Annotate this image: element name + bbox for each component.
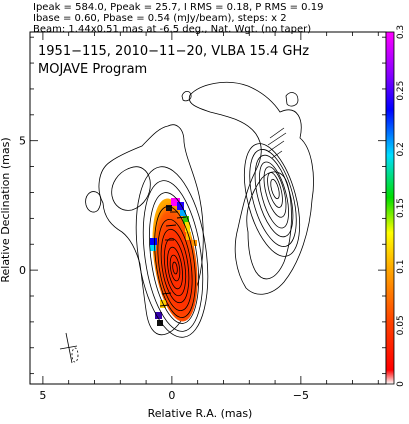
outer-contour-nw bbox=[188, 81, 314, 295]
colorbar-tick-label: 0 bbox=[396, 381, 406, 387]
header-line-3: Beam: 1.44x0.51 mas at -6.5 deg., Nat. W… bbox=[33, 24, 311, 35]
outer-contour-3 bbox=[85, 191, 102, 213]
colorbar-tick-label: 0.25 bbox=[396, 81, 406, 101]
header-line-1: Ipeak = 584.0, Ppeak = 25.7, I RMS = 0.1… bbox=[33, 2, 323, 13]
small-contour-nw-2 bbox=[181, 90, 192, 102]
y-tick-label: 5 bbox=[19, 135, 26, 148]
x-tick-label: 5 bbox=[39, 389, 46, 402]
colorbar-tick-label: 0.2 bbox=[396, 142, 406, 156]
y-axis-label: Relative Declination (mas) bbox=[0, 137, 12, 282]
x-tick-label: 0 bbox=[168, 389, 175, 402]
x-tick-label: −5 bbox=[293, 389, 309, 402]
core-polarization-ticks bbox=[159, 211, 187, 307]
small-contour-nw-1 bbox=[285, 92, 299, 107]
restoring-beam bbox=[71, 347, 79, 363]
colorbar-tick-label: 0.1 bbox=[396, 260, 406, 274]
core-contours bbox=[135, 166, 209, 338]
y-tick-label: 0 bbox=[19, 264, 26, 277]
frame-ticks bbox=[30, 32, 386, 384]
nw-polarization-ticks bbox=[267, 127, 287, 159]
colorbar-tick-label: 0.15 bbox=[396, 198, 406, 218]
beam-cross bbox=[59, 332, 78, 364]
header-line-2: Ibase = 0.60, Pbase = 0.54 (mJy/beam), s… bbox=[33, 13, 287, 24]
plot-title-line-1: 1951−115, 2010−11−20, VLBA 15.4 GHz bbox=[38, 44, 309, 59]
image-area bbox=[59, 81, 314, 364]
plot-title-line-2: MOJAVE Program bbox=[38, 62, 147, 77]
nw-component-contours bbox=[243, 143, 301, 257]
x-axis-label: Relative R.A. (mas) bbox=[148, 407, 253, 420]
colorbar-tick-label: 0.05 bbox=[396, 315, 406, 335]
tick-labels: 5 0 −5 5 0 bbox=[19, 135, 309, 402]
colorbar-ticks: 0 0.05 0.1 0.15 0.2 0.25 0.3 bbox=[396, 25, 406, 387]
colorbar-tick-label: 0.3 bbox=[396, 25, 406, 39]
outer-contour-2 bbox=[111, 166, 151, 211]
colorbar bbox=[385, 31, 395, 385]
